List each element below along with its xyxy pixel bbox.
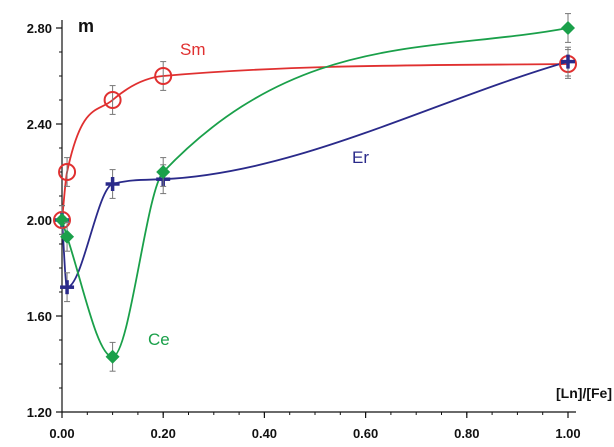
series-label-er: Er [352,148,369,167]
labels: Sm Er Ce [148,40,369,349]
y-tick-label: 2.80 [27,21,52,36]
x-tick-label: 0.60 [353,426,378,441]
data-point-er [561,47,575,76]
data-point-er [106,170,120,199]
x-tick-label: 1.00 [555,426,580,441]
x-tick-label: 0.20 [151,426,176,441]
y-tick-label: 1.60 [27,309,52,324]
axes: 1.20 1.60 2.00 2.40 2.80 0.00 0.20 0.40 0.60 0.80… [27,16,612,441]
series-label-sm: Sm [180,40,206,59]
x-tick-label: 0.40 [252,426,277,441]
y-tick-label: 2.40 [27,117,52,132]
x-tick-label: 0.80 [454,426,479,441]
x-axis-title: [Ln]/[Fe] [556,385,612,401]
y-tick-label: 2.00 [27,213,52,228]
series-line-ce [62,28,568,357]
curves [62,28,568,357]
marker-diamond [561,21,575,35]
data-point-ce [106,342,120,371]
series-line-er [62,62,568,288]
y-tick-label: 1.20 [27,405,52,420]
data-point-sm [105,86,121,115]
series-label-ce: Ce [148,330,170,349]
x-tick-label: 0.00 [49,426,74,441]
data-point-ce [561,14,575,43]
y-axis-title: m [78,16,94,36]
